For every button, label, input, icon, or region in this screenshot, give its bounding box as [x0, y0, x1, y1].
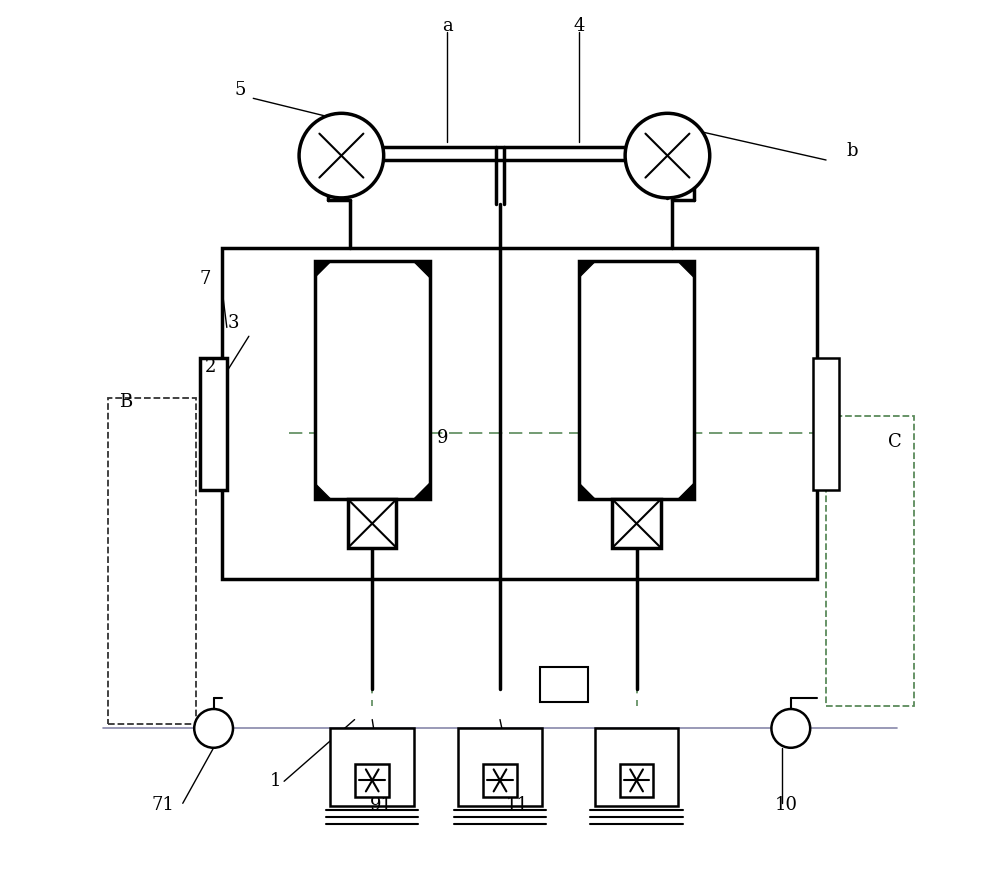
- Bar: [579, 262, 694, 499]
- Bar: [813, 358, 839, 491]
- Circle shape: [771, 709, 810, 748]
- Text: 7: 7: [199, 270, 210, 288]
- Text: 1: 1: [270, 773, 281, 790]
- Text: 3: 3: [228, 314, 240, 332]
- Polygon shape: [579, 262, 595, 278]
- Text: B: B: [119, 393, 132, 411]
- Text: 11: 11: [506, 796, 529, 814]
- Text: 91: 91: [370, 796, 393, 814]
- Polygon shape: [315, 262, 331, 278]
- Text: 9: 9: [437, 429, 448, 446]
- Circle shape: [194, 709, 233, 748]
- Text: C: C: [888, 433, 902, 451]
- Bar: [200, 358, 227, 491]
- Circle shape: [625, 113, 710, 198]
- Text: 4: 4: [574, 17, 585, 35]
- Bar: [620, 764, 653, 797]
- Polygon shape: [414, 484, 430, 499]
- Text: 10: 10: [775, 796, 798, 814]
- Bar: [315, 262, 430, 499]
- Text: 2: 2: [205, 358, 217, 376]
- Bar: [222, 248, 817, 579]
- Bar: [458, 728, 542, 806]
- Bar: [612, 499, 661, 548]
- Bar: [540, 667, 588, 702]
- Bar: [826, 415, 914, 706]
- Bar: [348, 499, 396, 548]
- Polygon shape: [678, 262, 694, 278]
- Text: a: a: [442, 17, 453, 35]
- Bar: [595, 728, 678, 806]
- Circle shape: [299, 113, 384, 198]
- Bar: [330, 728, 414, 806]
- Text: b: b: [847, 142, 858, 160]
- Bar: [483, 764, 517, 797]
- Text: 71: 71: [152, 796, 175, 814]
- Text: 5: 5: [234, 80, 246, 98]
- Polygon shape: [414, 262, 430, 278]
- Polygon shape: [579, 484, 595, 499]
- Polygon shape: [315, 484, 331, 499]
- Bar: [355, 764, 389, 797]
- Bar: [108, 398, 196, 724]
- Polygon shape: [678, 484, 694, 499]
